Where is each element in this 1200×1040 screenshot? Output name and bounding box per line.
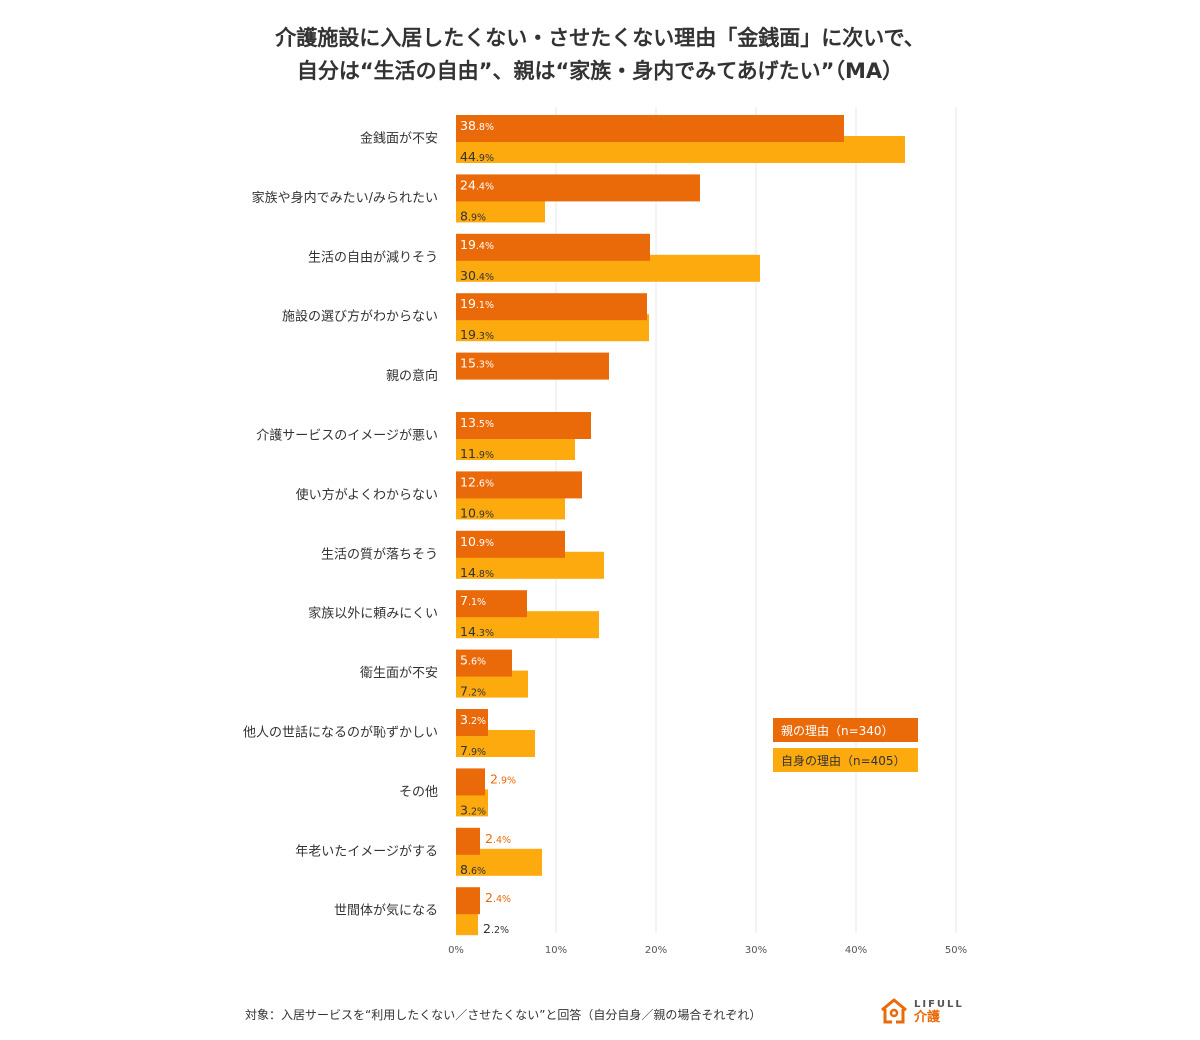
bar-value-label-parent: 5.6% — [460, 653, 486, 668]
bar-parent — [456, 174, 700, 202]
bar-parent — [456, 352, 609, 380]
bar-value-label-self: 2.2% — [483, 921, 509, 936]
bar-parent — [456, 471, 582, 499]
category-label: その他 — [399, 785, 438, 800]
bar-value-label-self: 7.9% — [460, 743, 486, 758]
category-label: 生活の質が落ちそう — [321, 547, 438, 562]
bar-value-label-self: 11.9% — [460, 446, 494, 461]
category-label: 他人の世話になるのが恥ずかしい — [243, 725, 438, 741]
category-label: 施設の選び方がわからない — [282, 309, 438, 325]
bar-value-label-self: 3.2% — [460, 802, 486, 817]
bar-value-label-parent: 24.4% — [460, 177, 494, 192]
bar-value-label-parent: 2.9% — [490, 771, 516, 786]
bar-value-label-parent: 13.5% — [460, 415, 494, 430]
category-label: 介護サービスのイメージが悪い — [256, 428, 438, 444]
category-label: 金銭面が不安 — [360, 131, 438, 147]
legend-label-parent: 親の理由（n=340） — [781, 724, 894, 738]
bar-parent — [456, 887, 480, 915]
x-tick-label: 50% — [945, 945, 967, 956]
brand-logo: LIFULL 介護 — [880, 998, 964, 1024]
footnote: 対象：入居サービスを“利用したくない／させたくない”と回答（自分自身／親の場合そ… — [245, 1008, 762, 1022]
bar-value-label-self: 19.3% — [460, 327, 494, 342]
logo-text-jp: 介護 — [914, 1010, 941, 1025]
bar-value-label-self: 10.9% — [460, 505, 494, 520]
x-tick-label: 20% — [645, 945, 667, 956]
bar-value-label-self: 30.4% — [460, 268, 494, 283]
bar-chart: 0% 10% 20% 30% 40% 50% 金銭面が不安 38.8% 44.9% 家族や身内でみ… — [243, 107, 967, 956]
bar-parent — [456, 768, 485, 796]
bar-parent — [456, 412, 591, 439]
bar-value-label-self: 7.2% — [460, 684, 486, 699]
legend-swatch-parent — [773, 718, 918, 742]
bar-parent — [456, 293, 647, 321]
bar-value-label-parent: 19.1% — [460, 296, 494, 311]
bar-parent — [456, 530, 565, 558]
bar-value-label-self: 14.8% — [460, 565, 494, 580]
chart-title-line-2: 自分は“生活の自由”、親は“家族・身内でみてあげたい”（MA） — [296, 59, 904, 83]
x-tick-label: 30% — [745, 945, 767, 956]
bar-parent — [456, 827, 480, 855]
bar-value-label-self: 44.9% — [460, 149, 494, 164]
bar-parent — [456, 709, 488, 736]
x-tick-label: 10% — [545, 945, 567, 956]
bar-value-label-self: 14.3% — [460, 624, 494, 639]
bar-parent — [456, 590, 527, 618]
bar-parent — [456, 115, 844, 142]
category-label: 家族以外に頼みにくい — [308, 606, 438, 622]
bar-value-label-self: 8.6% — [460, 862, 486, 877]
bar-value-label-parent: 12.6% — [460, 474, 494, 489]
bar-self — [456, 908, 478, 936]
x-tick-label: 40% — [845, 945, 867, 956]
bar-value-label-parent: 2.4% — [485, 831, 511, 846]
bar-value-label-self: 8.9% — [460, 208, 486, 223]
bar-value-label-parent: 10.9% — [460, 534, 494, 549]
legend-label-self: 自身の理由（n=405） — [781, 753, 906, 768]
chart-title-line-1: 介護施設に入居したくない・させたくない理由「金銭面」に次いで、 — [275, 26, 925, 50]
category-label: 衛生面が不安 — [360, 666, 438, 681]
category-label: 世間体が気になる — [334, 903, 438, 919]
logo-text-en: LIFULL — [914, 999, 964, 1010]
bar-value-label-parent: 15.3% — [460, 356, 494, 371]
category-label: 親の意向 — [386, 368, 438, 384]
category-label: 家族や身内でみたい/みられたい — [252, 190, 438, 206]
house-logo-icon — [881, 998, 907, 1024]
bar-value-label-parent: 3.2% — [460, 712, 486, 727]
bar-parent — [456, 233, 650, 261]
bar-value-label-parent: 7.1% — [460, 593, 486, 608]
x-tick-label: 0% — [448, 945, 464, 956]
bar-value-label-parent: 19.4% — [460, 237, 494, 252]
bar-parent — [456, 649, 512, 677]
category-label: 生活の自由が減りそう — [308, 249, 438, 265]
chart-title: 介護施設に入居したくない・させたくない理由「金銭面」に次いで、 自分は“生活の自… — [0, 22, 1200, 88]
bar-value-label-parent: 38.8% — [460, 118, 494, 133]
category-label: 使い方がよくわからない — [296, 487, 438, 503]
legend-swatch-self — [773, 748, 918, 772]
category-label: 年老いたイメージがする — [295, 844, 438, 859]
bar-value-label-parent: 2.4% — [485, 890, 511, 905]
